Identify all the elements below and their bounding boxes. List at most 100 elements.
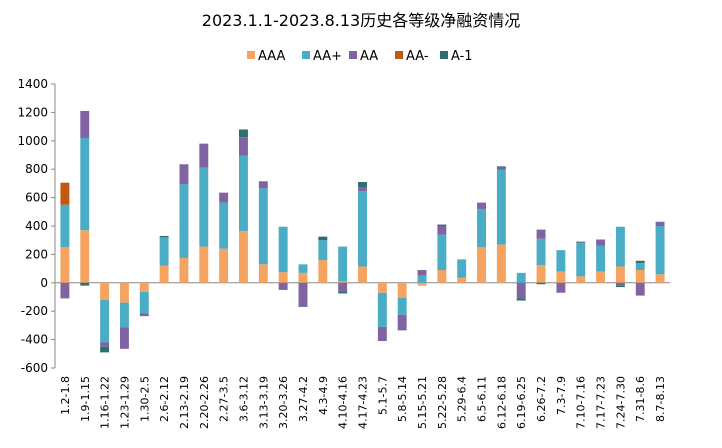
- bar-segment-aa-: [219, 202, 229, 249]
- bar-segment-aa-: [496, 169, 506, 245]
- bar-segment-a-1: [318, 236, 328, 241]
- bar-segment-aaa: [60, 247, 70, 283]
- bar-segment-a-1: [80, 282, 90, 286]
- bar-segment-aaa: [635, 270, 645, 283]
- bars: [60, 110, 665, 353]
- bar-segment-aa-: [338, 246, 348, 282]
- bar-segment-aaa: [477, 247, 486, 283]
- legend-label: A-1: [451, 49, 473, 64]
- bar-segment-aa-: [179, 184, 189, 258]
- bar-segment-aa: [496, 167, 506, 170]
- bar-segment-aaa: [219, 248, 229, 283]
- bar-segment-aa: [536, 229, 546, 239]
- bar-segment-a-1: [437, 224, 447, 226]
- x-tick-label: 2.27-3.5: [218, 376, 231, 422]
- bar-segment-aaa: [417, 282, 427, 286]
- x-tick-label: 7.10-7.16: [575, 376, 588, 429]
- bar-segment-aaa: [615, 266, 625, 283]
- legend-swatch-aaa: [247, 51, 255, 59]
- x-tick-label: 3.27-4.2: [297, 376, 310, 422]
- bar-segment-aa: [219, 192, 229, 203]
- bar-segment-aaa: [377, 282, 387, 293]
- bar-segment-aaa: [199, 246, 209, 283]
- x-tick-label: 5.8-5.14: [396, 376, 409, 422]
- bar-segment-aa-: [536, 238, 546, 266]
- bar-segment-aaa: [596, 271, 606, 283]
- x-tick-label: 4.10-4.16: [337, 376, 350, 429]
- bar-segment-aa-: [596, 245, 606, 272]
- legend-label: AA: [360, 49, 378, 64]
- x-tick-label: 5.15-5.21: [416, 376, 429, 429]
- x-tick-label: 5.22-5.28: [436, 376, 449, 429]
- bar-segment-aaa: [100, 282, 110, 300]
- legend: AAA AA+ AA AA- A-1: [247, 49, 473, 64]
- legend-swatch-aa-: [302, 51, 310, 59]
- bar-segment-aa: [258, 181, 268, 189]
- axes: -600 -400 -200 0 200 400 600 800 1000 1200 1400: [17, 77, 670, 375]
- x-tick-label: 1.2-1.8: [59, 376, 72, 415]
- bar-segment-a-1: [615, 285, 625, 288]
- bar-segment-aa-: [258, 188, 268, 265]
- bar-segment-aa-: [655, 226, 665, 275]
- bar-segment-aa-: [417, 275, 427, 283]
- bar-segment-aa: [119, 327, 129, 349]
- bar-segment-aa-: [377, 292, 387, 327]
- bar-segment-aaa: [179, 257, 189, 283]
- bar-segment-aa-: [239, 155, 248, 231]
- bar-segment-aa: [377, 326, 387, 342]
- y-tick-label: 600: [25, 191, 48, 205]
- bar-segment-aa-: [60, 182, 70, 205]
- x-tick-label: 1.30-2.5: [138, 376, 151, 422]
- x-tick-label: 8.7-8.13: [654, 376, 667, 422]
- bar-segment-a-1: [576, 241, 586, 243]
- bar-segment-aa: [397, 314, 407, 331]
- bar-segment-aa-: [139, 292, 149, 314]
- bar-segment-aa: [635, 282, 645, 296]
- x-tick-label: 6.26-7.2: [535, 376, 548, 422]
- x-tick-label: 7.3-7.9: [555, 376, 568, 415]
- y-tick-label: 1400: [17, 77, 48, 91]
- bar-segment-aa-: [159, 237, 169, 266]
- bar-segment-aaa: [119, 282, 129, 303]
- bar-segment-aaa: [318, 260, 328, 283]
- bar-segment-aaa: [258, 264, 268, 283]
- x-tick-label: 7.24-7.30: [614, 376, 627, 429]
- bar-segment-aa-: [477, 208, 486, 248]
- y-tick-label: -600: [21, 361, 48, 375]
- legend-label: AA+: [313, 49, 342, 64]
- x-tick-label: 1.23-1.29: [118, 376, 131, 429]
- x-axis-labels: 1.2-1.8 1.9-1.15 1.16-1.22 1.23-1.29 1.30-2.…: [59, 376, 667, 429]
- bar-segment-a-1: [100, 346, 110, 353]
- bar-segment-aa: [239, 137, 248, 156]
- bar-segment-aa-: [556, 250, 566, 272]
- bar-segment-aa: [596, 239, 606, 246]
- bar-segment-aaa: [397, 282, 407, 298]
- bar-segment-aa-: [80, 137, 90, 231]
- bar-segment-aa: [199, 143, 209, 168]
- legend-swatch-aa-: [395, 51, 403, 59]
- bar-segment-a-1: [536, 282, 546, 285]
- x-tick-label: 7.31-8.6: [634, 376, 647, 422]
- bar-segment-aa-: [615, 226, 625, 267]
- bar-segment-aa: [139, 313, 149, 317]
- bar-segment-aa: [655, 221, 665, 226]
- bar-segment-aa: [80, 110, 90, 138]
- bar-segment-aa-: [278, 226, 288, 273]
- bar-segment-aa: [358, 187, 367, 192]
- bar-segment-a-1: [635, 260, 645, 263]
- x-tick-label: 2.20-2.26: [198, 376, 211, 429]
- bar-segment-aa-: [199, 167, 209, 247]
- bar-segment-aa-: [576, 243, 586, 277]
- bar-segment-aa: [556, 282, 566, 293]
- bar-segment-aa: [516, 282, 526, 299]
- y-tick-label: 0: [40, 276, 48, 290]
- bar-segment-aa-: [516, 272, 526, 283]
- bar-segment-aa-: [397, 297, 407, 315]
- bar-segment-aaa: [338, 281, 348, 283]
- bar-segment-aaa: [556, 271, 566, 283]
- x-tick-label: 1.16-1.22: [99, 376, 112, 429]
- y-tick-label: 400: [25, 219, 48, 233]
- bar-segment-aa-: [437, 234, 447, 271]
- legend-label: AA-: [406, 49, 429, 64]
